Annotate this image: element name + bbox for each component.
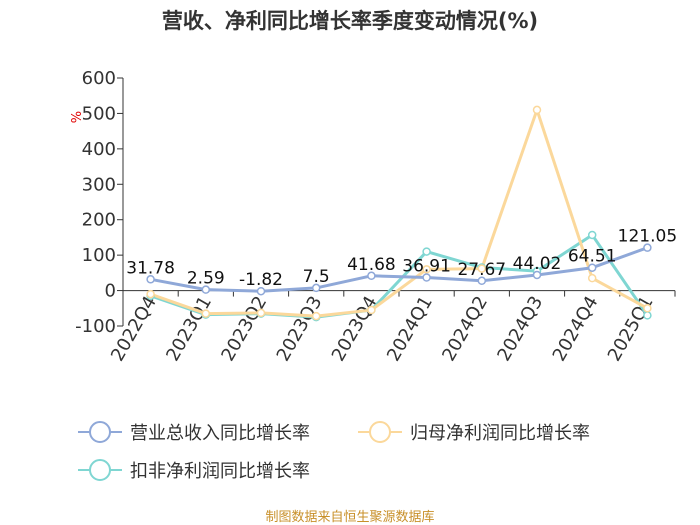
data-labels: 31.78 2.59 -1.82 7.5 41.68 36.91 27.67 44.02 64.… bbox=[126, 227, 677, 291]
legend-item-3: 扣非净利润同比增长率 bbox=[78, 459, 310, 482]
x-tick-label: 2024Q2 bbox=[438, 293, 492, 365]
data-label: 7.5 bbox=[303, 267, 330, 287]
data-point-series-1 bbox=[311, 283, 321, 293]
legend-item-1: 营业总收入同比增长率 bbox=[78, 421, 310, 444]
data-point-series-1 bbox=[477, 276, 487, 286]
data-point-series-2 bbox=[587, 273, 597, 283]
data-point-series-1 bbox=[201, 285, 211, 294]
y-tick-label: 400 bbox=[82, 139, 116, 160]
data-point-series-1 bbox=[256, 286, 266, 296]
data-label: 31.78 bbox=[126, 258, 175, 278]
data-label: 121.05 bbox=[618, 227, 677, 247]
data-point-series-2 bbox=[532, 105, 542, 115]
legend-marker bbox=[369, 421, 391, 443]
legend-label: 归母净利润同比增长率 bbox=[410, 423, 590, 444]
data-label: 44.02 bbox=[513, 254, 562, 274]
series-points bbox=[146, 105, 652, 322]
y-tick-label: 0 bbox=[105, 281, 116, 302]
x-tick-label: 2024Q4 bbox=[549, 293, 603, 365]
data-point-series-2 bbox=[643, 304, 652, 313]
y-tick-label: 500 bbox=[82, 103, 116, 124]
y-tick-label: 300 bbox=[82, 174, 116, 195]
data-point-series-3 bbox=[643, 311, 652, 320]
data-label: -1.82 bbox=[239, 270, 283, 290]
data-label: 2.59 bbox=[187, 269, 225, 289]
source-note: 制图数据来自恒生聚源数据库 bbox=[265, 509, 434, 525]
data-point-series-2 bbox=[367, 305, 376, 315]
series-line-2 bbox=[150, 108, 649, 318]
y-tick-label: -100 bbox=[75, 316, 116, 337]
series-lines bbox=[150, 108, 649, 319]
data-point-series-1 bbox=[532, 270, 542, 280]
data-point-series-2 bbox=[256, 308, 266, 318]
x-tick-label: 2024Q3 bbox=[493, 293, 547, 365]
legend-marker bbox=[89, 459, 111, 481]
y-unit-label: % bbox=[70, 111, 85, 123]
chart-title: 营收、净利同比增长率季度变动情况(%) bbox=[162, 9, 538, 33]
data-point-series-2 bbox=[146, 289, 155, 299]
y-tick-label: 600 bbox=[82, 68, 116, 89]
data-point-series-2 bbox=[201, 309, 211, 318]
data-point-series-2 bbox=[311, 311, 321, 321]
data-label: 64.51 bbox=[568, 247, 617, 267]
data-point-series-1 bbox=[367, 271, 376, 281]
legend-label: 扣非净利润同比增长率 bbox=[130, 461, 310, 482]
x-tick-label: 2024Q1 bbox=[383, 293, 437, 365]
x-tick-label: 2025Q1 bbox=[604, 293, 658, 365]
data-label: 36.91 bbox=[402, 256, 451, 276]
x-tick-label: 2023Q2 bbox=[217, 293, 271, 365]
data-point-series-3 bbox=[587, 230, 597, 240]
x-tick-label: 2023Q3 bbox=[273, 293, 327, 365]
data-point-series-1 bbox=[146, 275, 155, 284]
data-label: 41.68 bbox=[347, 255, 396, 275]
y-tick-label: 100 bbox=[82, 245, 116, 266]
data-point-series-3 bbox=[422, 247, 431, 256]
legend-label: 营业总收入同比增长率 bbox=[130, 423, 310, 444]
series-line-1 bbox=[150, 246, 648, 293]
legend-item-2: 归母净利润同比增长率 bbox=[358, 421, 590, 444]
data-point-series-2 bbox=[422, 265, 431, 274]
data-point-series-1 bbox=[587, 263, 597, 272]
x-tick-label: 2023Q4 bbox=[328, 293, 382, 365]
y-tick-label: 200 bbox=[82, 210, 116, 231]
data-point-series-1 bbox=[643, 243, 652, 252]
data-label: 27.67 bbox=[457, 260, 506, 280]
legend-marker bbox=[89, 421, 111, 443]
data-point-series-2 bbox=[477, 264, 487, 273]
data-point-series-1 bbox=[422, 273, 431, 282]
